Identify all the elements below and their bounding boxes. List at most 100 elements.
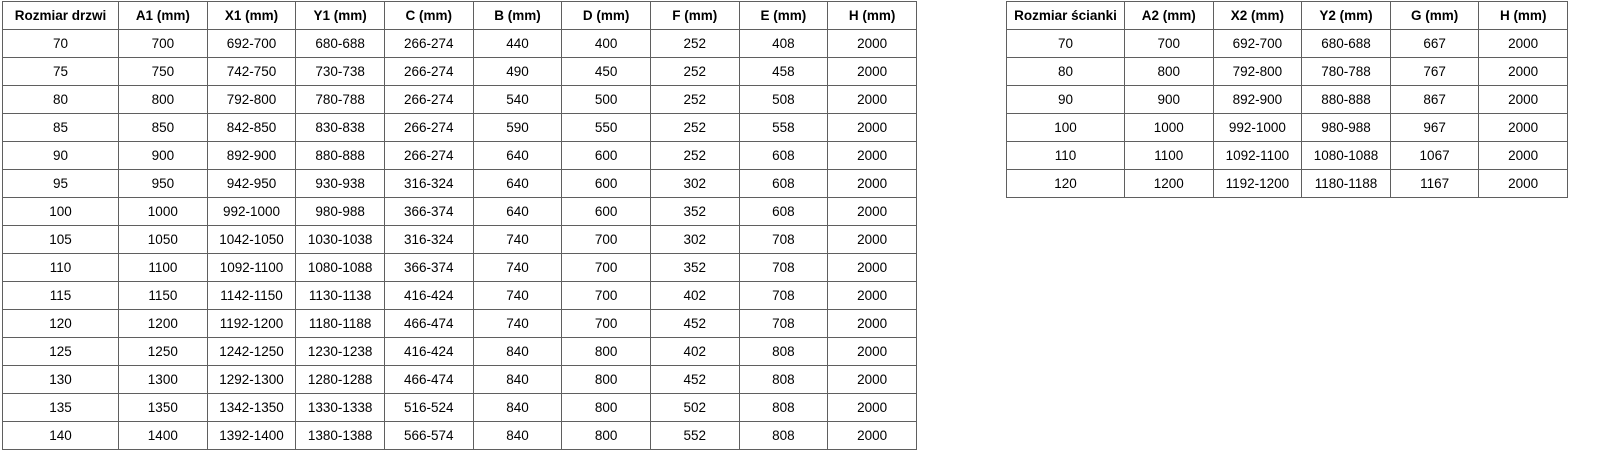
table-cell: 80	[1006, 57, 1125, 86]
table-cell: 1400	[118, 421, 208, 450]
table-cell: 366-374	[383, 197, 474, 226]
table-cell: 115	[2, 281, 119, 310]
table-cell: 466-474	[383, 309, 474, 338]
table-cell: 700	[561, 281, 651, 310]
table-cell: 252	[649, 141, 740, 170]
table-cell: 1150	[118, 281, 208, 310]
table-cell: 1350	[118, 393, 208, 422]
table-cell: 316-324	[383, 169, 474, 198]
table-cell: 2000	[827, 197, 917, 226]
table-cell: 867	[1389, 85, 1480, 114]
column-header: H (mm)	[1478, 1, 1568, 30]
column-header: D (mm)	[561, 1, 651, 30]
table-cell: 930-938	[295, 169, 385, 198]
table-cell: 700	[1124, 29, 1214, 58]
table-cell: 2000	[827, 225, 917, 254]
table-cell: 540	[472, 85, 563, 114]
column-header: A1 (mm)	[118, 1, 208, 30]
table-cell: 1092-1100	[1212, 141, 1303, 170]
table-row: 105 1050 1042-1050 1030-1038 316-324 740 700 30…	[2, 225, 917, 254]
table-cell: 130	[2, 365, 119, 394]
table-cell: 640	[472, 141, 563, 170]
table-cell: 1050	[118, 225, 208, 254]
table-cell: 125	[2, 337, 119, 366]
table-cell: 80	[2, 85, 119, 114]
table-cell: 2000	[827, 169, 917, 198]
table-cell: 110	[1006, 141, 1125, 170]
table-cell: 1200	[118, 309, 208, 338]
table-cell: 692-700	[1212, 29, 1303, 58]
table-cell: 135	[2, 393, 119, 422]
table-row: 90 900 892-900 880-888 266-274 640 600 252 608 20…	[2, 141, 917, 170]
table-cell: 316-324	[383, 225, 474, 254]
table-cell: 2000	[1478, 57, 1568, 86]
table-cell: 967	[1389, 113, 1480, 142]
table-cell: 1000	[118, 197, 208, 226]
table-row: 75 750 742-750 730-738 266-274 490 450 252 458 20…	[2, 57, 917, 86]
table-cell: 842-850	[206, 113, 297, 142]
table-cell: 750	[118, 57, 208, 86]
table-row: 135 1350 1342-1350 1330-1338 516-524 840 800 50…	[2, 393, 917, 422]
table-row: 70 700 692-700 680-688 667 2000	[1006, 29, 1568, 58]
table-cell: 708	[738, 309, 829, 338]
table-cell: 608	[738, 169, 829, 198]
table-cell: 266-274	[383, 57, 474, 86]
table-row: 85 850 842-850 830-838 266-274 590 550 252 558 20…	[2, 113, 917, 142]
table-cell: 2000	[1478, 85, 1568, 114]
wall-dimensions-table: Rozmiar ścianki A2 (mm) X2 (mm) Y2 (mm) G (m…	[1006, 1, 1568, 198]
table-cell: 266-274	[383, 113, 474, 142]
table-cell: 1200	[1124, 169, 1214, 198]
table-cell: 640	[472, 169, 563, 198]
table-row: 80 800 792-800 780-788 767 2000	[1006, 57, 1568, 86]
table-cell: 252	[649, 113, 740, 142]
table-cell: 808	[738, 337, 829, 366]
table-cell: 440	[472, 29, 563, 58]
table-cell: 1180-1188	[295, 309, 385, 338]
table-cell: 700	[118, 29, 208, 58]
table-cell: 85	[2, 113, 119, 142]
table-cell: 692-700	[206, 29, 297, 58]
table-cell: 502	[649, 393, 740, 422]
table-cell: 680-688	[295, 29, 385, 58]
table-cell: 100	[2, 197, 119, 226]
table-cell: 1192-1200	[206, 309, 297, 338]
table-cell: 266-274	[383, 141, 474, 170]
table-cell: 792-800	[1212, 57, 1303, 86]
table-cell: 1067	[1389, 141, 1480, 170]
table-cell: 780-788	[295, 85, 385, 114]
table-cell: 700	[561, 225, 651, 254]
table-cell: 75	[2, 57, 119, 86]
table-cell: 70	[2, 29, 119, 58]
table-cell: 1300	[118, 365, 208, 394]
table-cell: 840	[472, 365, 563, 394]
table-cell: 590	[472, 113, 563, 142]
table-cell: 1000	[1124, 113, 1214, 142]
table-cell: 800	[561, 393, 651, 422]
table-cell: 800	[561, 365, 651, 394]
table-cell: 2000	[1478, 29, 1568, 58]
table-row: 120 1200 1192-1200 1180-1188 1167 2000	[1006, 169, 1568, 198]
table-cell: 2000	[827, 253, 917, 282]
table-cell: 1080-1088	[295, 253, 385, 282]
table-cell: 2000	[827, 337, 917, 366]
table-cell: 1192-1200	[1212, 169, 1303, 198]
column-header: Y2 (mm)	[1301, 1, 1391, 30]
table-cell: 850	[118, 113, 208, 142]
table-cell: 1030-1038	[295, 225, 385, 254]
table-row: 80 800 792-800 780-788 266-274 540 500 252 508 20…	[2, 85, 917, 114]
table-cell: 266-274	[383, 85, 474, 114]
table-cell: 800	[561, 421, 651, 450]
table-cell: 500	[561, 85, 651, 114]
table-cell: 302	[649, 225, 740, 254]
table-cell: 352	[649, 253, 740, 282]
table-row: 110 1100 1092-1100 1080-1088 1067 2000	[1006, 141, 1568, 170]
table-cell: 900	[1124, 85, 1214, 114]
table-row: 90 900 892-900 880-888 867 2000	[1006, 85, 1568, 114]
table-cell: 2000	[827, 421, 917, 450]
table-cell: 1180-1188	[1301, 169, 1391, 198]
table-cell: 402	[649, 337, 740, 366]
table-cell: 90	[2, 141, 119, 170]
table-cell: 700	[561, 309, 651, 338]
table-cell: 780-788	[1301, 57, 1391, 86]
